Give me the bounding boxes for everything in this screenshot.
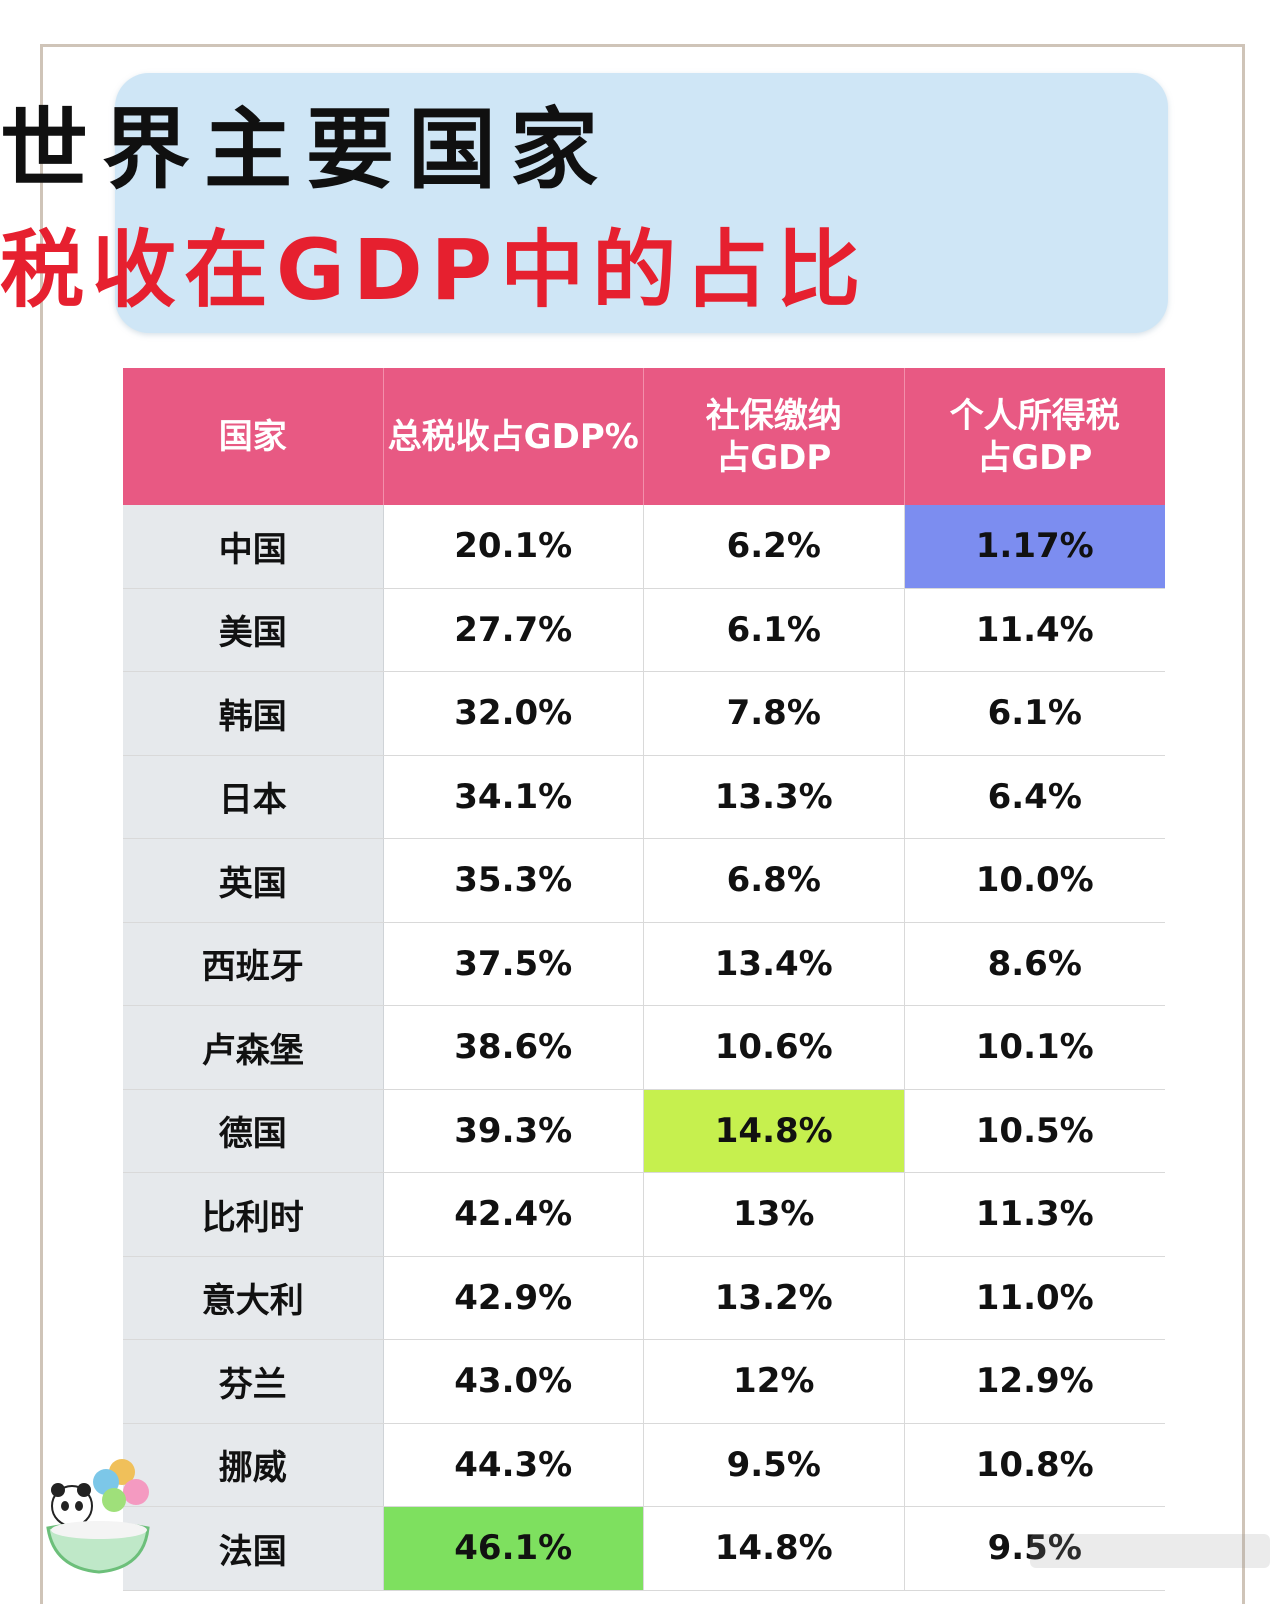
social-security-cell: 13.2% [644, 1256, 905, 1339]
social-security-cell: 14.8% [644, 1089, 905, 1172]
income-tax-cell: 10.8% [975, 1444, 1094, 1485]
social-security-cell: 6.8% [644, 839, 905, 922]
social-security-cell: 12% [644, 1340, 905, 1423]
table-header: 国家 总税收占GDP% 社保缴纳 占GDP 个人所得税 占GDP [123, 368, 1165, 505]
country-cell: 日本 [123, 755, 384, 838]
table-row: 英国 35.3% 6.8% 10.0% [123, 839, 1165, 923]
country-cell: 德国 [123, 1089, 384, 1172]
title-banner [115, 73, 1168, 333]
col-header-social-security: 社保缴纳 占GDP [644, 368, 905, 505]
total-tax-cell: 46.1% [383, 1507, 644, 1590]
table-row: 挪威 44.3% 9.5% 10.8% [123, 1423, 1165, 1507]
total-tax-cell: 27.7% [384, 588, 644, 671]
social-security-cell: 10.6% [644, 1006, 905, 1089]
income-tax-cell: 10.1% [975, 1027, 1094, 1068]
page-title: 世界主要国家 [0, 98, 613, 201]
income-tax-cell: 12.9% [975, 1361, 1094, 1402]
social-security-cell: 13% [644, 1173, 905, 1256]
income-tax-cell: 1.17% [904, 505, 1165, 588]
page-subtitle: 税收在GDP中的占比 [0, 221, 869, 319]
social-security-cell: 9.5% [644, 1423, 905, 1506]
total-tax-cell: 32.0% [384, 672, 644, 755]
income-tax-cell: 6.1% [987, 693, 1082, 734]
country-cell: 法国 [123, 1507, 384, 1590]
total-tax-cell: 39.3% [384, 1089, 644, 1172]
country-cell: 比利时 [123, 1173, 384, 1256]
tax-table: 国家 总税收占GDP% 社保缴纳 占GDP 个人所得税 占GDP 中国 20.1%… [123, 368, 1165, 1591]
col-header-country: 国家 [123, 368, 384, 505]
table-row: 德国 39.3% 14.8% 10.5% [123, 1089, 1165, 1173]
country-cell: 中国 [123, 505, 384, 588]
country-cell: 韩国 [123, 672, 384, 755]
social-security-cell: 13.3% [644, 755, 905, 838]
total-tax-cell: 43.0% [384, 1340, 644, 1423]
country-cell: 西班牙 [123, 922, 384, 1005]
country-cell: 卢森堡 [123, 1006, 384, 1089]
income-tax-cell: 6.4% [987, 776, 1082, 817]
income-tax-cell: 11.3% [975, 1194, 1094, 1235]
total-tax-cell: 42.9% [384, 1256, 644, 1339]
total-tax-cell: 44.3% [384, 1423, 644, 1506]
total-tax-cell: 37.5% [384, 922, 644, 1005]
total-tax-cell: 35.3% [384, 839, 644, 922]
country-cell: 挪威 [123, 1423, 384, 1506]
country-cell: 英国 [123, 839, 384, 922]
table-row: 意大利 42.9% 13.2% 11.0% [123, 1256, 1165, 1340]
income-tax-cell: 9.5% [987, 1528, 1082, 1569]
table-row: 日本 34.1% 13.3% 6.4% [123, 755, 1165, 839]
total-tax-cell: 42.4% [384, 1173, 644, 1256]
income-tax-cell: 11.0% [975, 1277, 1094, 1318]
table-row: 西班牙 37.5% 13.4% 8.6% [123, 922, 1165, 1006]
social-security-cell: 6.1% [644, 588, 905, 671]
social-security-cell: 14.8% [644, 1507, 905, 1590]
total-tax-cell: 34.1% [384, 755, 644, 838]
social-security-cell: 7.8% [644, 672, 905, 755]
income-tax-cell: 10.0% [975, 860, 1094, 901]
table-body: 中国 20.1% 6.2% 1.17% 美国 27.7% 6.1% 11.4% 韩国 32.0% 7… [123, 505, 1165, 1591]
col-header-income-tax: 个人所得税 占GDP [949, 395, 1120, 478]
income-tax-cell: 8.6% [987, 943, 1082, 984]
table-row: 美国 27.7% 6.1% 11.4% [123, 588, 1165, 672]
total-tax-cell: 20.1% [384, 505, 644, 588]
table-row: 卢森堡 38.6% 10.6% 10.1% [123, 1006, 1165, 1090]
panda-mascot-icon [46, 1459, 150, 1574]
social-security-cell: 13.4% [644, 922, 905, 1005]
col-header-total-tax: 总税收占GDP% [384, 368, 644, 505]
table-row: 芬兰 43.0% 12% 12.9% [123, 1340, 1165, 1424]
table-row: 中国 20.1% 6.2% 1.17% [123, 505, 1165, 589]
country-cell: 美国 [123, 588, 384, 671]
social-security-cell: 6.2% [644, 505, 905, 588]
income-tax-cell: 10.5% [975, 1110, 1094, 1151]
table-row: 法国 46.1% 14.8% 9.5% [123, 1507, 1165, 1591]
country-cell: 芬兰 [123, 1340, 384, 1423]
country-cell: 意大利 [123, 1256, 384, 1339]
table-row: 韩国 32.0% 7.8% 6.1% [123, 672, 1165, 756]
watermark-icon [1030, 1534, 1270, 1568]
total-tax-cell: 38.6% [384, 1006, 644, 1089]
table-row: 比利时 42.4% 13% 11.3% [123, 1173, 1165, 1257]
income-tax-cell: 11.4% [975, 609, 1094, 650]
